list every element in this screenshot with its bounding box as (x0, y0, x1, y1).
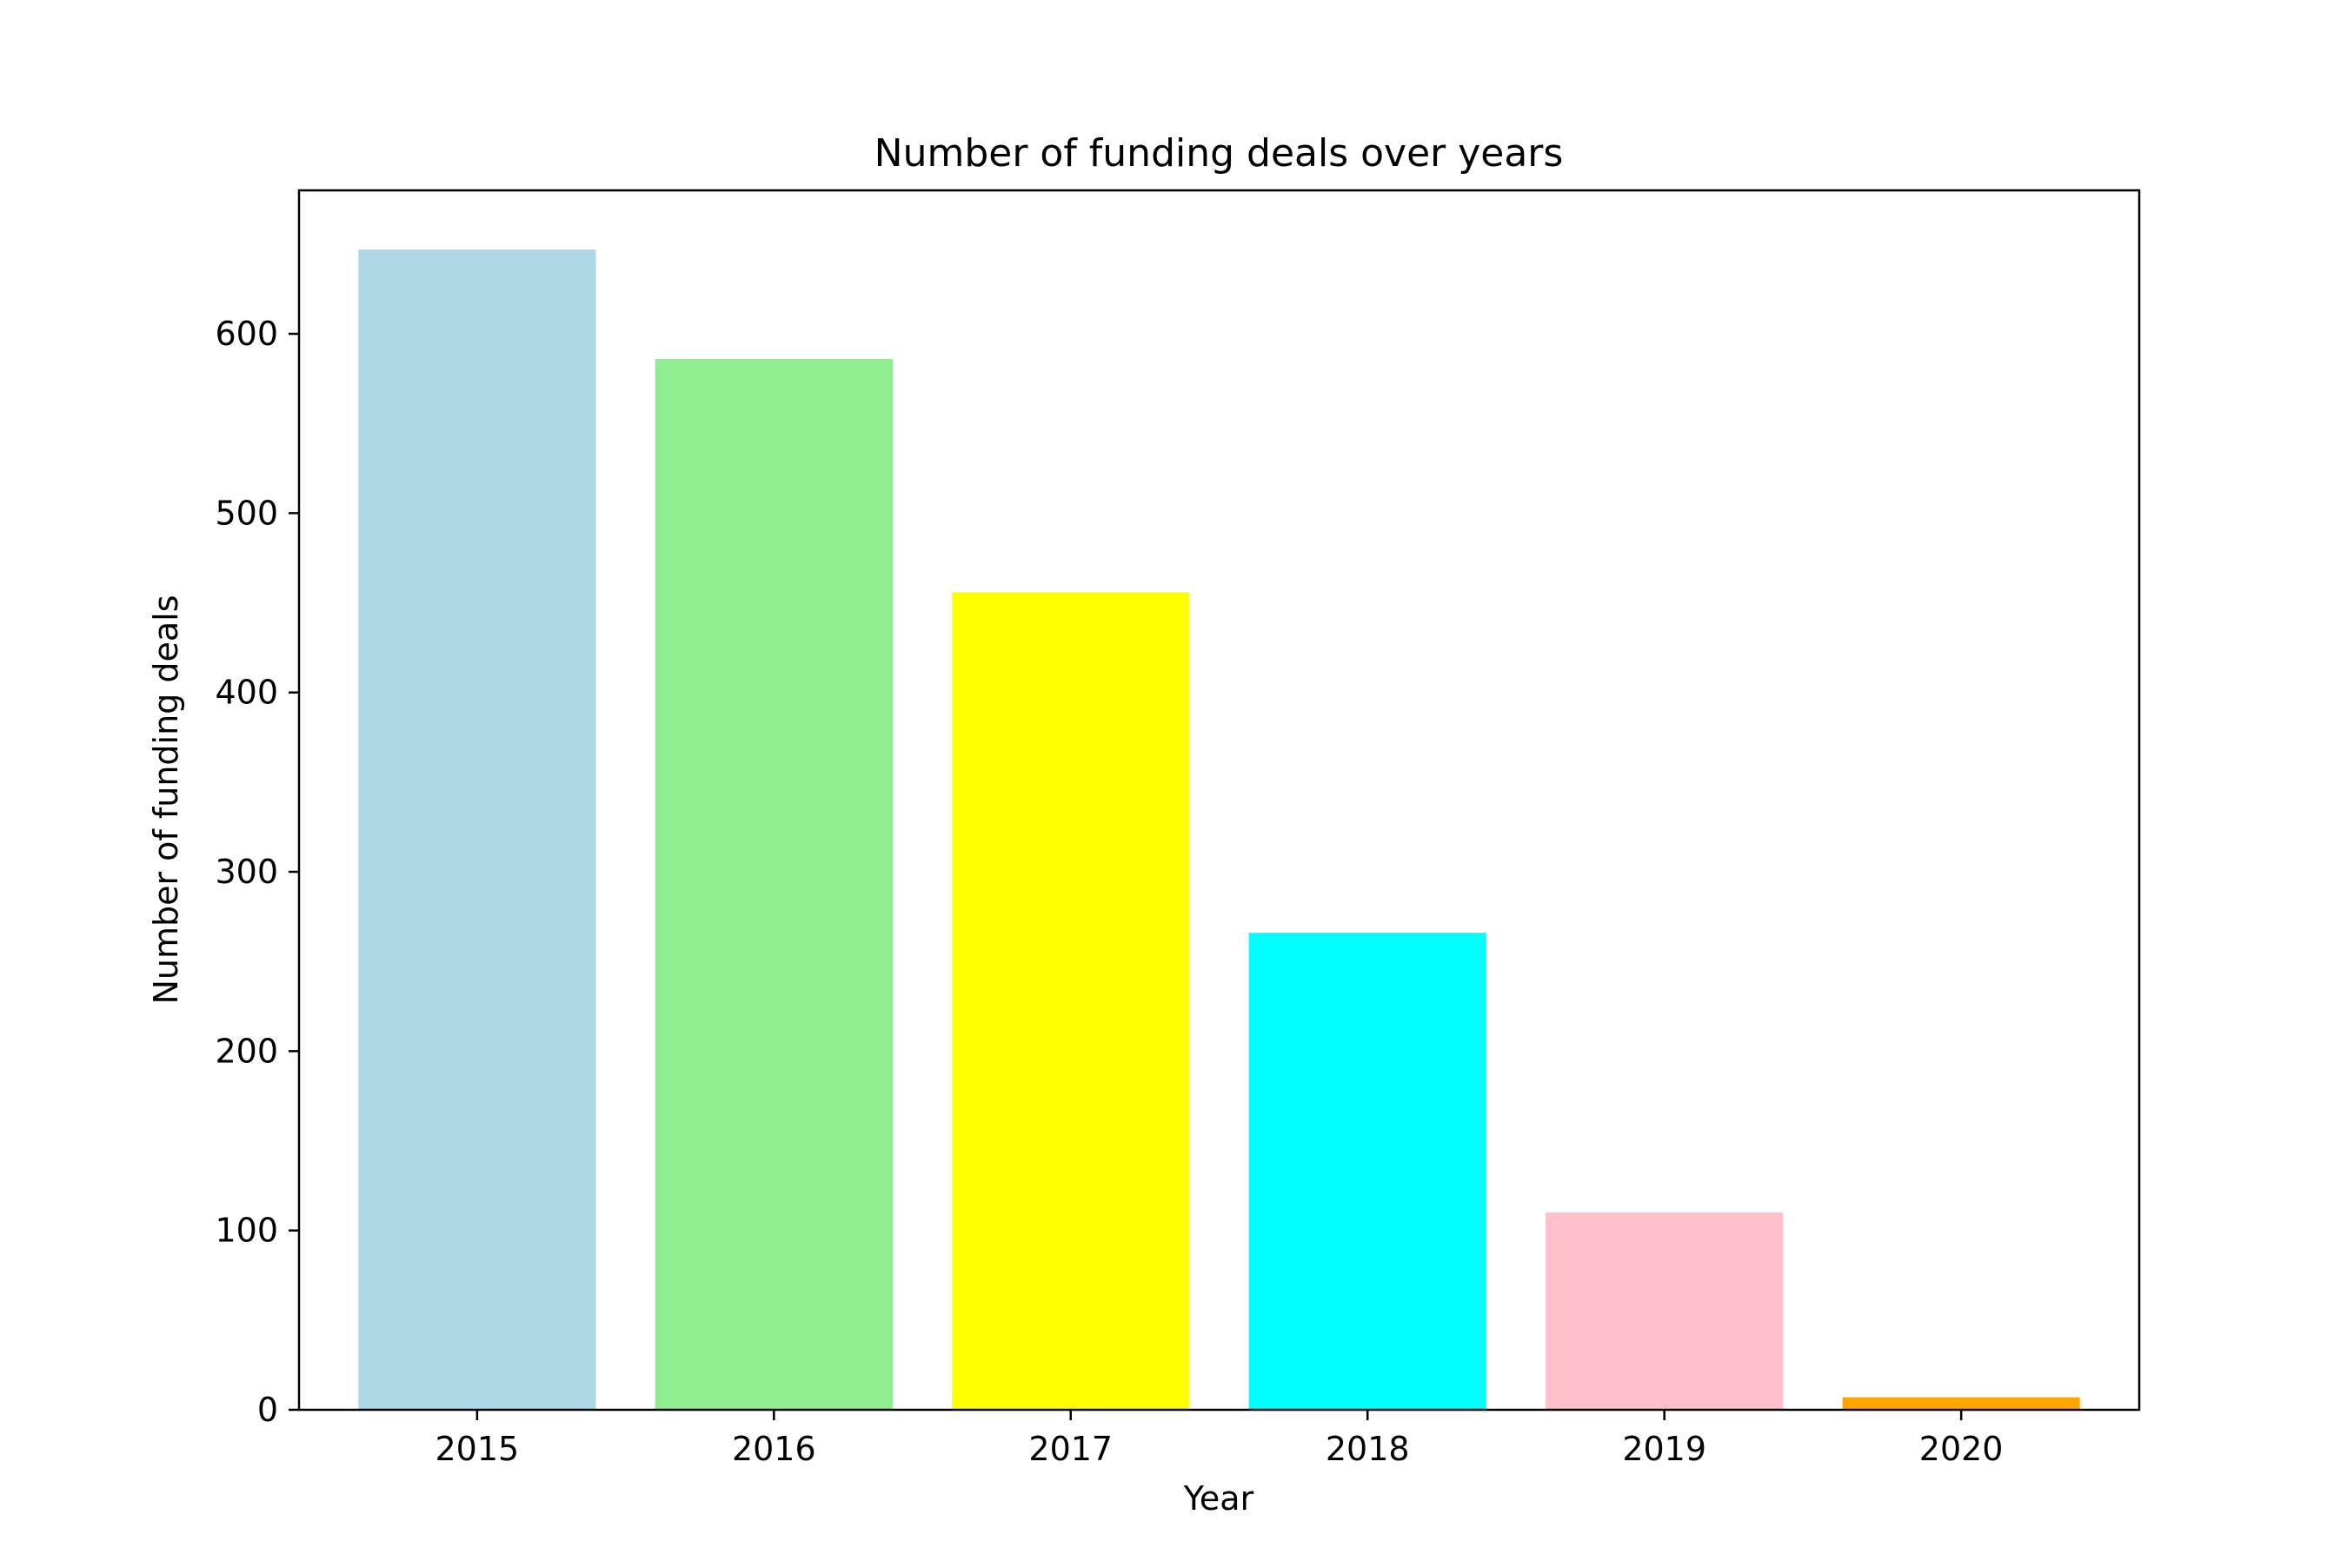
x-axis: 2015 2016 2017 2018 2019 2020 (435, 1410, 2004, 1468)
x-tick-label: 2019 (1622, 1430, 1706, 1468)
x-tick-label: 2016 (732, 1430, 816, 1468)
x-tick-label: 2020 (1919, 1430, 2004, 1468)
y-tick-label: 500 (215, 494, 278, 532)
x-tick-label: 2017 (1028, 1430, 1113, 1468)
y-tick-label: 300 (215, 853, 278, 891)
axes-frame (297, 189, 2141, 1412)
plot-area: 0 100 200 300 400 500 600 2015 2016 2017 2018 2019… (215, 189, 2141, 1468)
bar-2016 (655, 358, 893, 1411)
y-tick-label: 100 (215, 1212, 278, 1250)
y-tick-label: 400 (215, 674, 278, 712)
y-axis-label: Number of funding deals (147, 595, 185, 1004)
y-tick-label: 200 (215, 1032, 278, 1070)
bar-2018 (1248, 933, 1486, 1410)
bars-group (358, 249, 2080, 1411)
bar-2015 (358, 249, 596, 1410)
bar-2020 (1842, 1397, 2080, 1410)
y-tick-label: 0 (257, 1391, 278, 1429)
bar-2017 (952, 592, 1190, 1410)
y-tick-label: 600 (215, 315, 278, 353)
y-axis: 0 100 200 300 400 500 600 (215, 315, 299, 1429)
x-tick-label: 2015 (435, 1430, 520, 1468)
chart-title: Number of funding deals over years (874, 131, 1564, 176)
bar-2019 (1546, 1213, 1784, 1410)
x-tick-label: 2018 (1326, 1430, 1410, 1468)
x-axis-label: Year (1183, 1479, 1254, 1518)
